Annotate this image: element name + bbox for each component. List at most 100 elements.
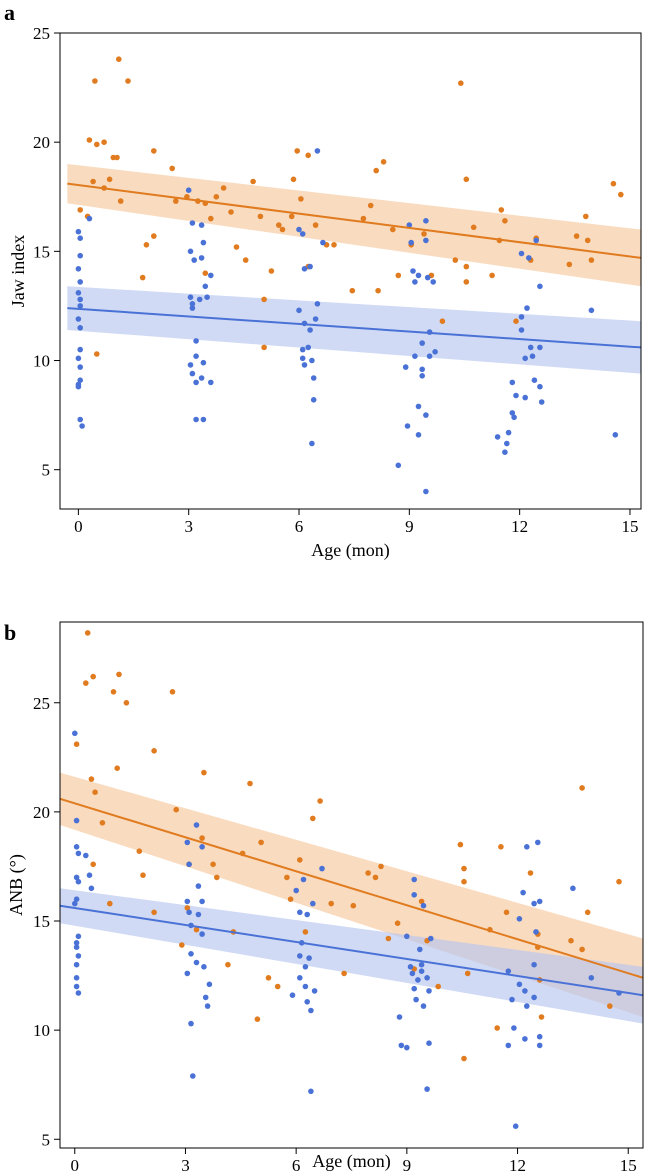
blue-point (522, 988, 528, 994)
orange-point (470, 224, 477, 231)
orange-point (305, 152, 312, 159)
blue-point (188, 951, 194, 957)
blue-point (537, 383, 543, 390)
blue-point (524, 1003, 530, 1009)
orange-point (257, 213, 264, 220)
blue-point (77, 325, 83, 331)
blue-point (72, 730, 78, 737)
blue-point (415, 977, 421, 983)
blue-point (193, 338, 199, 344)
blue-point (415, 272, 422, 279)
orange-point (588, 257, 595, 263)
blue-point (415, 432, 422, 438)
blue-point (184, 970, 191, 977)
orange-regression-line (67, 182, 642, 259)
blue-point (570, 885, 576, 892)
blue-point (297, 975, 303, 981)
x-tick-label: 3 (181, 1156, 190, 1171)
blue-point (524, 844, 530, 850)
blue-point (588, 975, 595, 981)
blue-point (424, 274, 431, 281)
orange-point (328, 900, 335, 907)
blue-point (73, 940, 80, 946)
blue-point (75, 290, 82, 296)
blue-point (77, 296, 83, 303)
orange-point (268, 268, 275, 274)
blue-point (504, 440, 510, 447)
blue-point (531, 994, 537, 1001)
orange-point (390, 226, 396, 233)
blue-point (509, 379, 516, 386)
blue-point (412, 279, 418, 285)
orange-point (579, 946, 585, 953)
blue-point (410, 268, 416, 274)
orange-point (584, 909, 591, 916)
orange-point (365, 870, 371, 876)
orange-point (92, 78, 98, 84)
orange-point (94, 351, 100, 357)
blue-point (193, 416, 199, 423)
blue-point (200, 239, 207, 246)
blue-point (424, 1086, 430, 1092)
blue-confidence-band (60, 888, 643, 1024)
blue-point (302, 983, 309, 990)
orange-point (463, 279, 470, 285)
blue-point (299, 355, 306, 362)
orange-point (202, 270, 209, 277)
orange-point (199, 835, 205, 841)
blue-point (502, 449, 508, 456)
orange-point (331, 242, 337, 248)
blue-point (408, 239, 415, 246)
x-tick-label: 9 (403, 1156, 412, 1171)
blue-point (299, 231, 306, 237)
blue-point (304, 999, 311, 1005)
blue-point (293, 887, 300, 894)
blue-point (430, 279, 437, 285)
blue-point (196, 296, 203, 303)
blue-point (413, 996, 419, 1003)
blue-point (186, 861, 192, 868)
blue-point (300, 876, 307, 883)
blue-point (424, 975, 430, 981)
blue-point (522, 355, 528, 362)
blue-point (296, 307, 302, 314)
blue-point (526, 255, 532, 261)
orange-point (302, 929, 309, 935)
orange-point (225, 961, 231, 968)
blue-point (73, 944, 80, 950)
x-axis-title: Age (mon) (311, 540, 389, 561)
y-tick-label: 25 (33, 694, 50, 713)
orange-point (173, 806, 179, 813)
blue-regression-line (59, 904, 644, 997)
orange-point (579, 785, 585, 791)
blue-point (73, 817, 80, 824)
blue-point (73, 874, 80, 881)
blue-point (420, 1003, 427, 1009)
plot-frame (59, 32, 642, 510)
blue-point (419, 366, 426, 373)
orange-point (461, 865, 467, 872)
blue-point (77, 346, 83, 353)
orange-point (610, 180, 617, 187)
y-tick-label: 15 (33, 242, 50, 261)
blue-point (404, 423, 411, 429)
blue-point (185, 187, 192, 193)
blue-point (398, 1042, 405, 1049)
blue-point (531, 900, 537, 907)
blue-point (588, 307, 595, 314)
orange-point (92, 789, 98, 795)
blue-point (538, 399, 545, 405)
blue-point (419, 340, 426, 346)
blue-point (418, 961, 425, 968)
blue-point (527, 344, 534, 351)
orange-point (90, 178, 96, 185)
orange-point (107, 900, 113, 907)
blue-point (195, 883, 202, 889)
blue-point (297, 909, 303, 916)
orange-point (125, 78, 131, 84)
blue-point (404, 933, 410, 940)
blue-point (208, 272, 214, 279)
y-tick-label: 15 (33, 912, 50, 931)
blue-point (198, 375, 205, 381)
blue-point (200, 359, 207, 366)
